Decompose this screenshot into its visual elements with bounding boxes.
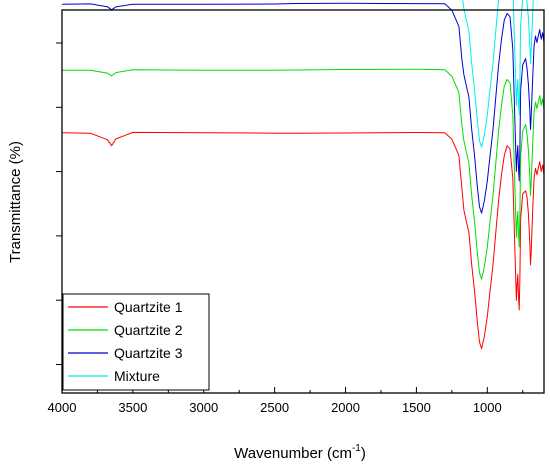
- y-axis-label: Transmittance (%): [7, 141, 24, 263]
- plot-frame: [61, 9, 545, 394]
- legend-label: Mixture: [114, 368, 160, 384]
- x-axis-ticks: 4000 3500 3000 2500 2000 1500 1000: [48, 387, 524, 415]
- legend-label: Quartzite 1: [114, 299, 183, 315]
- x-tick-label: 3500: [118, 400, 147, 415]
- y-axis-ticks: [56, 42, 62, 365]
- series-line-quartzite-3: [61, 2, 545, 214]
- x-tick-label: 1500: [402, 400, 431, 415]
- x-tick-label: 1000: [473, 400, 502, 415]
- x-axis-label-suffix: ): [361, 445, 366, 462]
- x-tick-label: 4000: [48, 400, 77, 415]
- legend-label: Quartzite 2: [114, 322, 183, 338]
- x-axis-label: Wavenumber (cm-1): [234, 443, 366, 462]
- x-tick-label: 2500: [260, 400, 289, 415]
- series-line-quartzite-2: [61, 68, 545, 280]
- legend: Quartzite 1 Quartzite 2 Quartzite 3 Mixture: [62, 293, 210, 391]
- x-tick-label: 3000: [189, 400, 218, 415]
- x-tick-label: 2000: [331, 400, 360, 415]
- series-line-quartzite-1: [61, 131, 545, 350]
- series-layer: [61, 0, 545, 350]
- series-line-mixture: [462, 0, 534, 148]
- legend-label: Quartzite 3: [114, 345, 183, 361]
- x-axis-label-main: Wavenumber (cm: [234, 445, 352, 462]
- legend-box: [62, 293, 210, 391]
- x-axis-label-superscript: -1: [352, 443, 361, 454]
